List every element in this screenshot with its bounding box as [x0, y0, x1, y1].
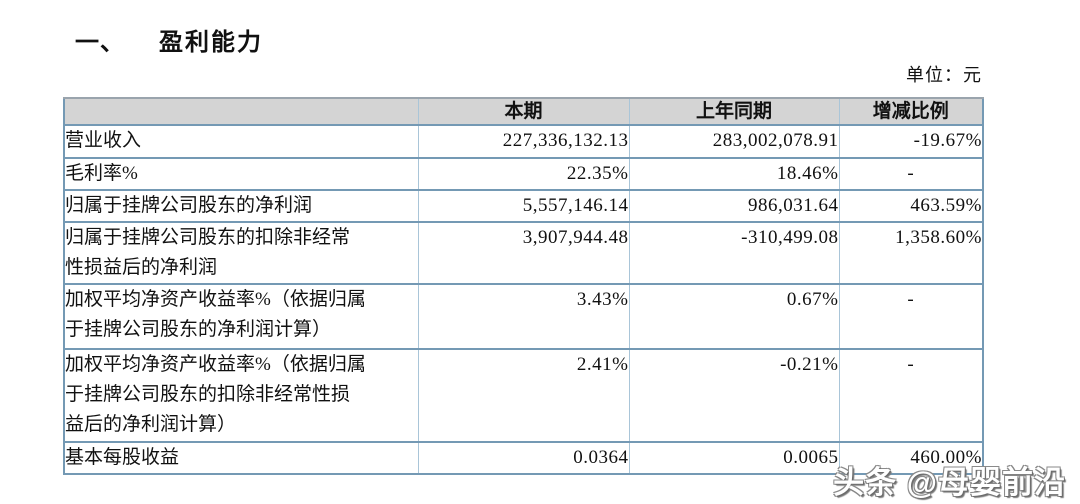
section-heading: 一、 盈利能力 — [75, 22, 263, 57]
row-change-value: 1,358.60% — [838, 221, 984, 285]
row-prior-value: -310,499.08 — [628, 221, 840, 285]
row-prior-value: 283,002,078.91 — [628, 124, 840, 159]
watermark: 头条 @母婴前沿 — [833, 465, 1066, 500]
row-change-value: - — [838, 157, 984, 191]
row-current-value: 3.43% — [417, 283, 630, 350]
header-change-ratio: 增减比例 — [838, 97, 984, 126]
row-label: 毛利率% — [63, 157, 419, 191]
row-prior-value: 986,031.64 — [628, 189, 840, 223]
unit-label: 单位：元 — [906, 65, 982, 85]
row-label: 加权平均净资产收益率%（依据归属 于挂牌公司股东的净利润计算） — [63, 283, 419, 350]
table-row-weighted-roe-after-extraordinary: 加权平均净资产收益率%（依据归属 于挂牌公司股东的扣除非经常性损 益后的净利润计… — [63, 348, 984, 443]
row-label: 加权平均净资产收益率%（依据归属 于挂牌公司股东的扣除非经常性损 益后的净利润计… — [63, 348, 419, 443]
row-current-value: 5,557,146.14 — [417, 189, 630, 223]
row-change-value: 463.59% — [838, 189, 984, 223]
header-prior-period: 上年同期 — [628, 97, 840, 126]
row-current-value: 0.0364 — [417, 441, 630, 475]
header-current-period: 本期 — [417, 97, 630, 126]
row-prior-value: 0.67% — [628, 283, 840, 350]
table-row-net-profit: 归属于挂牌公司股东的净利润 5,557,146.14 986,031.64 46… — [63, 189, 984, 223]
table-row-revenue: 营业收入 227,336,132.13 283,002,078.91 -19.6… — [63, 124, 984, 159]
row-prior-value: 0.0065 — [628, 441, 840, 475]
row-change-value: -19.67% — [838, 124, 984, 159]
table-header-row: 本期 上年同期 增减比例 — [63, 97, 984, 126]
profitability-table: 本期 上年同期 增减比例 营业收入 227,336,132.13 283,002… — [63, 97, 984, 475]
row-change-value: - — [838, 348, 984, 443]
section-number: 一、 — [75, 29, 125, 56]
row-label: 归属于挂牌公司股东的净利润 — [63, 189, 419, 223]
table-row-gross-margin: 毛利率% 22.35% 18.46% - — [63, 157, 984, 191]
table-row-basic-eps: 基本每股收益 0.0364 0.0065 460.00% — [63, 441, 984, 475]
row-current-value: 22.35% — [417, 157, 630, 191]
row-prior-value: -0.21% — [628, 348, 840, 443]
row-current-value: 2.41% — [417, 348, 630, 443]
row-label: 营业收入 — [63, 124, 419, 159]
row-change-value: 460.00% — [838, 441, 984, 475]
row-current-value: 3,907,944.48 — [417, 221, 630, 285]
page-title: 盈利能力 — [159, 29, 263, 56]
row-prior-value: 18.46% — [628, 157, 840, 191]
table-row-net-profit-after-extraordinary: 归属于挂牌公司股东的扣除非经常 性损益后的净利润 3,907,944.48 -3… — [63, 221, 984, 285]
row-change-value: - — [838, 283, 984, 350]
table-row-weighted-roe: 加权平均净资产收益率%（依据归属 于挂牌公司股东的净利润计算） 3.43% 0.… — [63, 283, 984, 350]
row-label: 基本每股收益 — [63, 441, 419, 475]
header-metric-cell — [63, 97, 419, 126]
row-current-value: 227,336,132.13 — [417, 124, 630, 159]
row-label: 归属于挂牌公司股东的扣除非经常 性损益后的净利润 — [63, 221, 419, 285]
